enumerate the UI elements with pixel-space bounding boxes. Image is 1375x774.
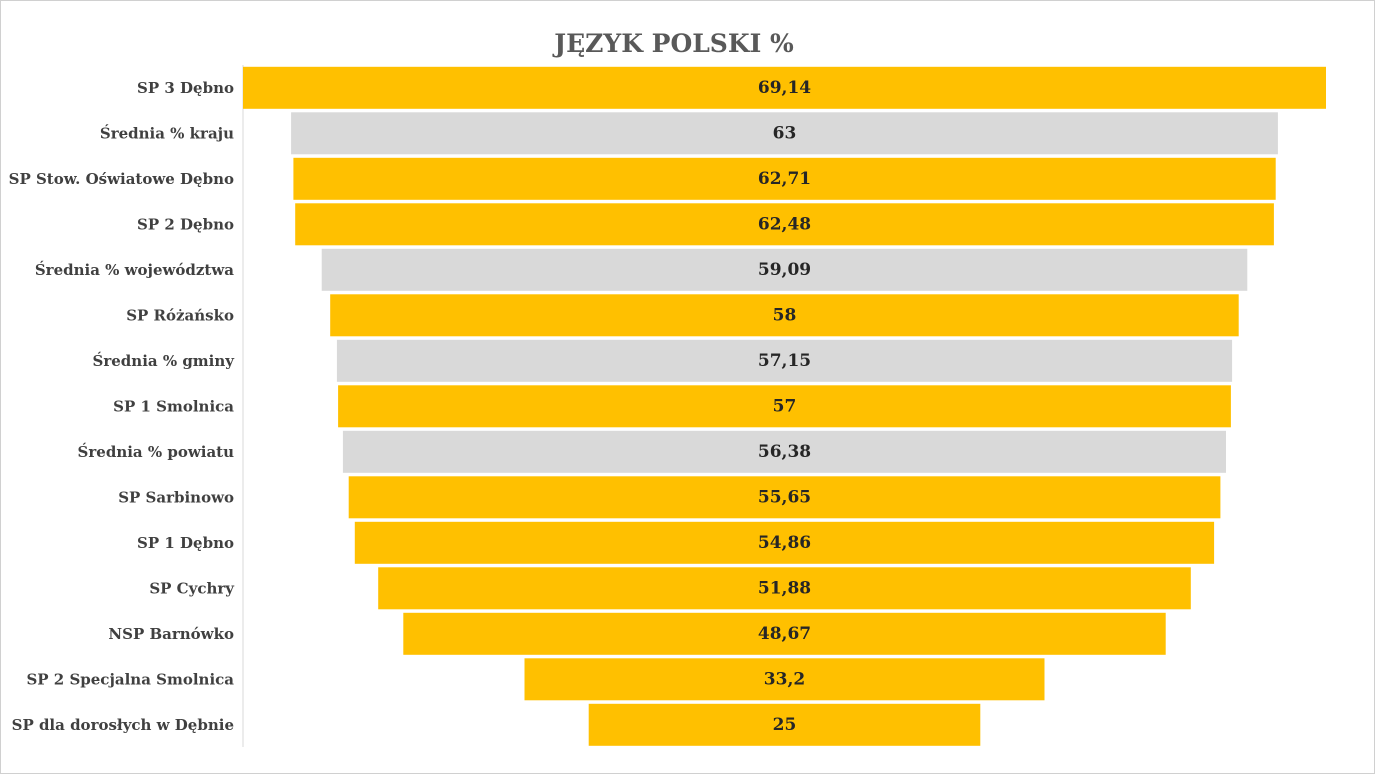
bar-11: [378, 567, 1191, 610]
category-label: SP Sarbinowo: [118, 488, 234, 506]
bar-7: [338, 385, 1231, 428]
category-label: SP Różańsko: [126, 306, 234, 324]
chart-title: JĘZYK POLSKI %: [552, 29, 794, 58]
value-label: 25: [773, 715, 797, 735]
bar-9: [348, 476, 1221, 519]
value-label: 54,86: [758, 533, 811, 553]
bar-10: [354, 521, 1215, 564]
value-label: 56,38: [758, 442, 811, 462]
value-label: 69,14: [758, 78, 811, 98]
bar-4: [321, 248, 1248, 291]
category-label: SP Stow. Oświatowe Dębno: [9, 170, 234, 188]
bar-12: [403, 612, 1166, 655]
category-label: SP 1 Smolnica: [113, 397, 234, 415]
bar-13: [524, 658, 1045, 701]
bar-3: [295, 203, 1274, 246]
value-label: 51,88: [758, 578, 811, 598]
category-label: Średnia % gminy: [93, 352, 236, 370]
category-label: SP 3 Dębno: [137, 79, 234, 97]
category-label: SP dla dorosłych w Dębnie: [12, 716, 234, 734]
bar-0: [243, 66, 1326, 109]
value-label: 48,67: [758, 624, 811, 644]
value-label: 62,48: [758, 214, 811, 234]
value-label-group: 69,14 63 62,71 62,48 59,09 58 57,15 57 56,38 55,6…: [758, 78, 811, 735]
bar-group: [243, 66, 1326, 746]
category-label: SP 1 Dębno: [137, 534, 234, 552]
category-label-group: SP 3 Dębno Średnia % kraju SP Stow. Oświat…: [9, 79, 236, 734]
category-label: SP Cychry: [149, 579, 235, 597]
value-label: 55,65: [758, 487, 811, 507]
category-label: NSP Barnówko: [108, 625, 234, 643]
value-label: 57: [773, 396, 797, 416]
value-label: 58: [773, 305, 797, 325]
value-label: 63: [773, 123, 797, 143]
value-label: 59,09: [758, 260, 811, 280]
category-label: Średnia % województwa: [35, 261, 234, 279]
bar-6: [336, 339, 1233, 382]
category-label: Średnia % kraju: [100, 124, 234, 142]
bar-14: [588, 703, 981, 746]
category-label: SP 2 Dębno: [137, 215, 234, 233]
bar-2: [293, 157, 1276, 200]
value-label: 33,2: [764, 669, 805, 689]
category-label: Średnia % powiatu: [78, 443, 235, 461]
category-label: SP 2 Specjalna Smolnica: [26, 670, 234, 688]
value-label: 62,71: [758, 169, 811, 189]
bar-8: [342, 430, 1226, 473]
bar-5: [330, 294, 1239, 337]
value-label: 57,15: [758, 351, 811, 371]
bar-1: [291, 112, 1278, 155]
